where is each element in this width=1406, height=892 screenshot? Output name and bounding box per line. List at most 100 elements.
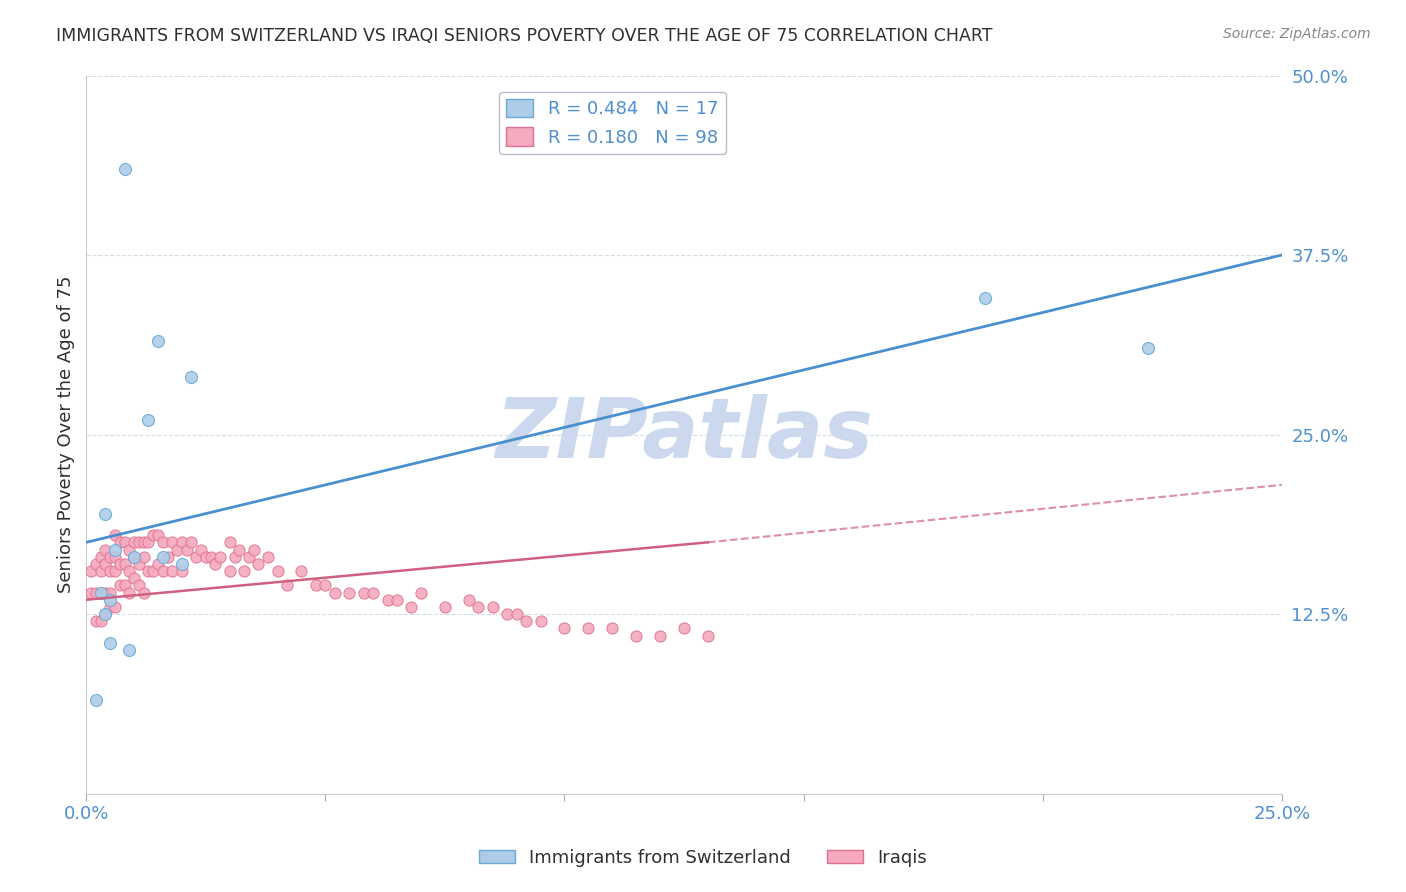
Point	[84, 557, 107, 571]
Point	[104, 564, 127, 578]
Point	[624, 629, 647, 643]
Point	[353, 585, 375, 599]
Point	[132, 535, 155, 549]
Text: IMMIGRANTS FROM SWITZERLAND VS IRAQI SENIORS POVERTY OVER THE AGE OF 75 CORRELAT: IMMIGRANTS FROM SWITZERLAND VS IRAQI SEN…	[56, 27, 993, 45]
Point	[209, 549, 232, 564]
Point	[266, 564, 288, 578]
Point	[152, 535, 174, 549]
Point	[433, 599, 456, 614]
Point	[276, 578, 298, 592]
Point	[98, 599, 121, 614]
Point	[314, 578, 336, 592]
Point	[114, 161, 136, 176]
Point	[94, 607, 117, 621]
Point	[409, 585, 432, 599]
Point	[186, 549, 208, 564]
Point	[553, 622, 575, 636]
Point	[90, 585, 112, 599]
Point	[104, 528, 127, 542]
Point	[114, 535, 136, 549]
Point	[337, 585, 360, 599]
Point	[162, 535, 184, 549]
Point	[128, 578, 150, 592]
Point	[1136, 342, 1159, 356]
Point	[180, 370, 202, 384]
Point	[696, 629, 718, 643]
Point	[672, 622, 695, 636]
Point	[98, 636, 121, 650]
Point	[152, 549, 174, 564]
Point	[142, 564, 165, 578]
Point	[114, 578, 136, 592]
Point	[247, 557, 270, 571]
Point	[200, 549, 222, 564]
Point	[974, 291, 997, 305]
Point	[94, 585, 117, 599]
Point	[156, 549, 179, 564]
Point	[600, 622, 623, 636]
Point	[146, 557, 169, 571]
Point	[166, 542, 188, 557]
Point	[118, 542, 141, 557]
Point	[108, 557, 131, 571]
Point	[98, 564, 121, 578]
Point	[80, 564, 103, 578]
Point	[170, 564, 193, 578]
Point	[190, 542, 212, 557]
Point	[194, 549, 217, 564]
Point	[104, 542, 127, 557]
Point	[290, 564, 312, 578]
Point	[176, 542, 198, 557]
Point	[515, 615, 537, 629]
Point	[138, 535, 160, 549]
Point	[228, 542, 250, 557]
Point	[138, 413, 160, 427]
Point	[146, 334, 169, 349]
Point	[496, 607, 519, 621]
Point	[98, 585, 121, 599]
Point	[98, 549, 121, 564]
Point	[104, 549, 127, 564]
Text: Source: ZipAtlas.com: Source: ZipAtlas.com	[1223, 27, 1371, 41]
Point	[152, 564, 174, 578]
Point	[385, 592, 408, 607]
Text: ZIPatlas: ZIPatlas	[495, 394, 873, 475]
Point	[114, 557, 136, 571]
Point	[204, 557, 226, 571]
Point	[108, 535, 131, 549]
Point	[142, 528, 165, 542]
Point	[242, 542, 264, 557]
Point	[233, 564, 256, 578]
Point	[505, 607, 527, 621]
Point	[361, 585, 384, 599]
Point	[84, 615, 107, 629]
Legend: Immigrants from Switzerland, Iraqis: Immigrants from Switzerland, Iraqis	[471, 842, 935, 874]
Point	[401, 599, 423, 614]
Point	[146, 528, 169, 542]
Point	[576, 622, 599, 636]
Point	[118, 643, 141, 657]
Point	[529, 615, 551, 629]
Point	[128, 535, 150, 549]
Point	[80, 585, 103, 599]
Point	[84, 585, 107, 599]
Point	[128, 557, 150, 571]
Point	[170, 535, 193, 549]
Point	[132, 549, 155, 564]
Point	[132, 585, 155, 599]
Point	[170, 557, 193, 571]
Point	[138, 564, 160, 578]
Point	[94, 607, 117, 621]
Point	[98, 592, 121, 607]
Point	[224, 549, 246, 564]
Point	[118, 564, 141, 578]
Point	[90, 549, 112, 564]
Point	[118, 585, 141, 599]
Point	[257, 549, 280, 564]
Point	[90, 564, 112, 578]
Point	[90, 585, 112, 599]
Point	[457, 592, 479, 607]
Point	[84, 693, 107, 707]
Legend: R = 0.484   N = 17, R = 0.180   N = 98: R = 0.484 N = 17, R = 0.180 N = 98	[499, 92, 725, 154]
Point	[162, 564, 184, 578]
